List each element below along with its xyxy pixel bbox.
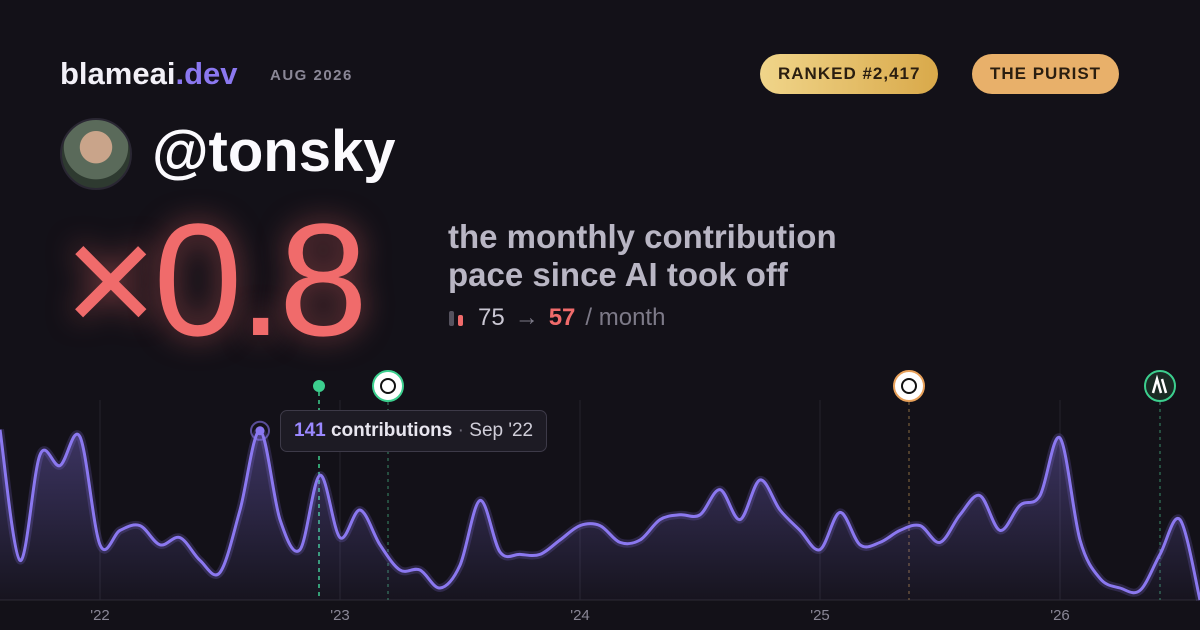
x-tick-label: '26	[1050, 607, 1070, 624]
tooltip: 141 contributions · Sep '22	[280, 410, 548, 452]
brand: blameai.dev	[60, 56, 237, 92]
x-tick-label: '22	[90, 607, 110, 624]
period: AUG 2026	[270, 67, 353, 84]
openai-icon	[893, 370, 925, 402]
brand-tld: .dev	[175, 56, 238, 91]
tooltip-separator: ·	[457, 420, 464, 441]
anthropic-icon	[1151, 374, 1168, 394]
pace-icon	[449, 311, 463, 326]
description: the monthly contribution pace since AI t…	[448, 218, 837, 294]
pace-arrow: →	[514, 304, 539, 331]
area	[0, 429, 1200, 600]
openai-icon	[372, 370, 404, 402]
title-badge: THE PURIST	[972, 54, 1120, 94]
pace-after: 57	[548, 304, 576, 331]
pace-before: 75	[478, 304, 505, 331]
tooltip-label: contributions	[330, 420, 453, 441]
line	[0, 429, 1200, 601]
tooltip-date: Sep '22	[469, 420, 534, 441]
pace-unit: / month	[585, 304, 666, 331]
description-line: the monthly contribution	[448, 218, 837, 255]
pace: 75 → 57 / month	[448, 304, 665, 332]
x-tick-label: '24	[570, 607, 590, 624]
multiplier: ×0.8	[64, 190, 368, 369]
plot: '22 '23 '24 '25 '26	[0, 400, 1200, 624]
tooltip-value: 141	[294, 420, 326, 441]
description-line: pace since AI took off	[448, 256, 788, 293]
openai-icon	[901, 378, 917, 394]
brand-name: blameai	[60, 56, 176, 91]
x-tick-label: '23	[330, 607, 350, 624]
openai-icon	[380, 378, 396, 394]
highlight-ring	[250, 420, 270, 441]
event-dot	[313, 380, 325, 392]
x-tick-label: '25	[810, 607, 830, 624]
highlight-point	[255, 426, 265, 436]
rank-badge: RANKED #2,417	[760, 54, 939, 94]
handle: @tonsky	[152, 119, 396, 184]
avatar	[60, 118, 132, 190]
